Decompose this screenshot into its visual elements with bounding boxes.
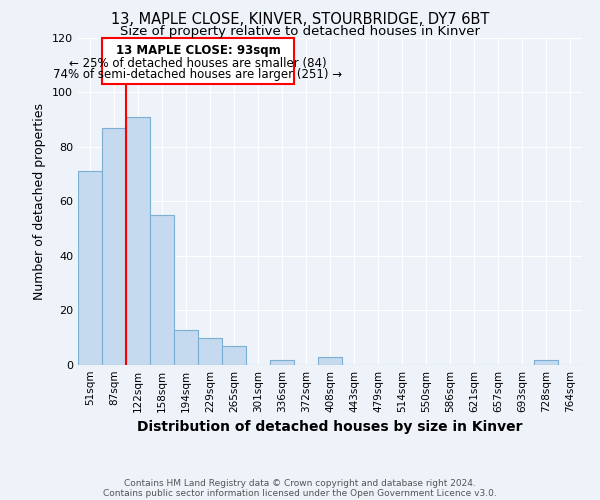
FancyBboxPatch shape [102,38,294,84]
Bar [78,171,102,365]
X-axis label: Distribution of detached houses by size in Kinver: Distribution of detached houses by size … [137,420,523,434]
Bar [534,360,558,365]
Text: Contains HM Land Registry data © Crown copyright and database right 2024.: Contains HM Land Registry data © Crown c… [124,478,476,488]
Text: Size of property relative to detached houses in Kinver: Size of property relative to detached ho… [120,25,480,38]
Y-axis label: Number of detached properties: Number of detached properties [34,103,46,300]
Bar [102,128,126,365]
Text: 13 MAPLE CLOSE: 93sqm: 13 MAPLE CLOSE: 93sqm [116,44,280,58]
Bar [198,338,222,365]
Bar [270,360,294,365]
Bar [126,116,150,365]
Text: 13, MAPLE CLOSE, KINVER, STOURBRIDGE, DY7 6BT: 13, MAPLE CLOSE, KINVER, STOURBRIDGE, DY… [111,12,489,28]
Bar [222,346,246,365]
Text: ← 25% of detached houses are smaller (84): ← 25% of detached houses are smaller (84… [69,56,327,70]
Text: Contains public sector information licensed under the Open Government Licence v3: Contains public sector information licen… [103,488,497,498]
Bar [318,357,342,365]
Bar [150,215,174,365]
Bar [174,330,198,365]
Text: 74% of semi-detached houses are larger (251) →: 74% of semi-detached houses are larger (… [53,68,343,80]
